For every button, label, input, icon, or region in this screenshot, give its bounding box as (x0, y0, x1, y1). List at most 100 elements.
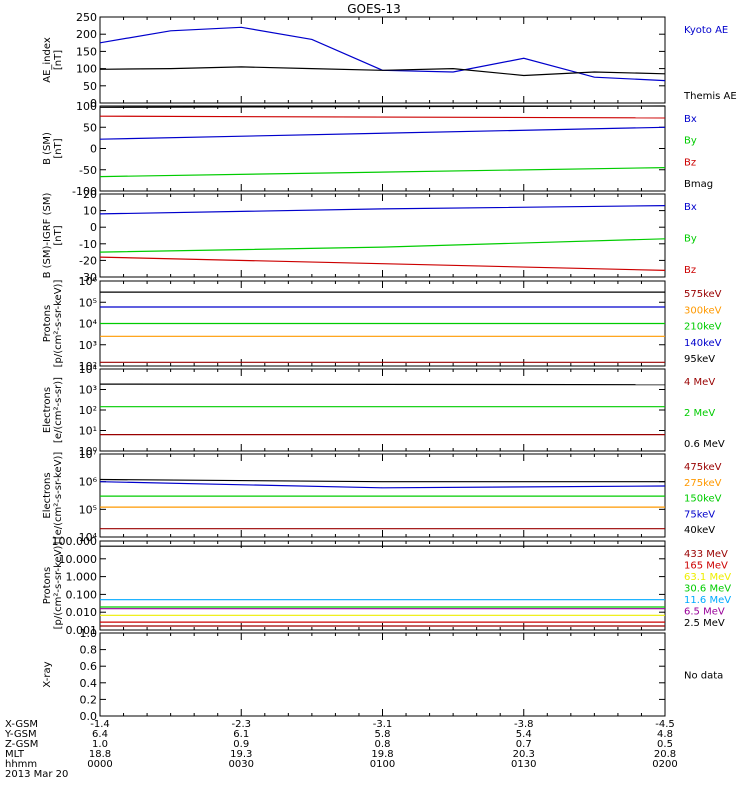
series-line-Bx (99, 205, 666, 215)
y-tick-label: 0 (90, 97, 97, 110)
y-tick-label: -20 (79, 254, 97, 267)
y-tick-label: 1.0 (80, 627, 98, 640)
y-axis-label: [nT] (53, 50, 64, 70)
series-line-Bmag (99, 105, 666, 108)
y-tick-label: 50 (83, 80, 97, 93)
panel-6: 10⁴ 10⁵ 10⁶ 10⁷ Electrons [e/(cm²-s-sr-keV)] 4… (42, 448, 722, 544)
y-tick-label: 10⁵ (79, 503, 97, 516)
y-tick-label: 10⁴ (79, 363, 98, 376)
y-tick-label: 10⁶ (79, 275, 98, 288)
orbit-footer: X-GSM -1.4 -2.3 -3.1 -3.8 -4.5 Y-GSM 6.4 6.1 5.8 5… (4, 719, 678, 770)
panel-4: 10² 10³ 10⁴ 10⁵ 10⁶ Protons [p/(cm²-s-sr-keV)]… (42, 275, 722, 373)
series-line-Bz (99, 256, 666, 271)
legend-label: Kyoto AE (684, 25, 728, 36)
footer-row-label: Y-GSM (4, 729, 37, 740)
panel-5: 10⁰ 10¹ 10² 10³ 10⁴ Electrons [e/(cm²-s-sr)] 4 … (42, 363, 725, 458)
y-tick-label: 10⁴ (79, 318, 98, 331)
y-axis-label: [p/(cm²-s-sr-keV)] (53, 280, 64, 368)
y-tick-label: 10² (79, 360, 97, 373)
footer-value: -3.1 (373, 719, 393, 730)
legend-label: 165 MeV (684, 561, 728, 572)
legend-label: 275keV (684, 478, 722, 489)
y-tick-label: 0.010 (66, 606, 98, 619)
footer-value: -1.4 (90, 719, 110, 730)
legend-label: 4 MeV (684, 377, 715, 388)
y-axis-label: [nT] (53, 138, 64, 158)
y-axis-label: X-ray (42, 661, 53, 687)
footer-value: 5.4 (516, 729, 532, 740)
footer-value: 18.8 (89, 749, 111, 760)
y-tick-label: 0.0 (80, 710, 98, 723)
y-axis-label: [nT] (53, 225, 64, 245)
y-tick-label: 10.000 (59, 553, 98, 566)
legend-label: 475keV (684, 462, 722, 473)
series-line-0.6-MeV (99, 383, 666, 386)
footer-value: -2.3 (231, 719, 251, 730)
footer-value: 0.9 (233, 739, 249, 750)
legend-label: 63.1 MeV (684, 572, 731, 583)
footer-value: 0200 (652, 759, 677, 770)
legend-label: Bx (684, 202, 697, 213)
y-tick-label: 10³ (79, 384, 97, 397)
footer-value: 19.3 (230, 749, 252, 760)
y-tick-label: 10⁵ (79, 296, 97, 309)
footer-value: 20.8 (654, 749, 676, 760)
legend-label: Bmag (684, 179, 713, 190)
series-line-By (99, 167, 666, 178)
footer-value: 19.8 (371, 749, 393, 760)
legend-label: 140keV (684, 338, 722, 349)
series-line-Bz (99, 115, 666, 119)
footer-value: 20.3 (513, 749, 535, 760)
legend-label: 95keV (684, 354, 715, 365)
legend-label: 11.6 MeV (684, 595, 731, 606)
y-tick-label: 250 (76, 11, 97, 24)
panel-1: 0 50 100 150 200 250 AE_index [nT] Kyoto AE Themi… (42, 11, 737, 110)
footer-value: 0000 (87, 759, 112, 770)
legend-label: 2 MeV (684, 408, 715, 419)
y-tick-label: 10⁷ (79, 448, 97, 461)
footer-value: -3.8 (514, 719, 534, 730)
y-tick-label: -10 (79, 238, 97, 251)
footer-value: 1.0 (92, 739, 108, 750)
y-axis-label: Electrons (42, 472, 53, 518)
footer-row-label: Z-GSM (5, 739, 38, 750)
legend-label: Themis AE (683, 91, 737, 102)
y-tick-label: 0 (90, 143, 97, 156)
y-tick-label: 0.6 (80, 660, 98, 673)
footer-value: 4.8 (657, 729, 673, 740)
legend-label: 30.6 MeV (684, 584, 731, 595)
series-line-By (99, 238, 666, 253)
y-axis-label: Electrons (42, 387, 53, 433)
y-tick-label: 10 (83, 205, 97, 218)
y-tick-label: 10⁶ (79, 476, 98, 489)
legend-label: 150keV (684, 494, 722, 505)
y-axis-label: [p/(cm²-s-sr-keV)] (53, 542, 64, 630)
footer-value: 0030 (229, 759, 254, 770)
footer-value: 5.8 (375, 729, 391, 740)
footer-value: 0100 (370, 759, 395, 770)
date-label: 2013 Mar 20 (5, 769, 68, 780)
legend-label: By (684, 136, 697, 147)
y-axis-label: [e/(cm²-s-sr-keV)] (53, 452, 64, 540)
y-tick-label: 10⁴ (79, 531, 98, 544)
legend-label: By (684, 234, 697, 245)
legend-label: 210keV (684, 322, 722, 333)
footer-value: 6.1 (233, 729, 249, 740)
panel-7: 0.001 0.010 0.100 1.000 10.000 100.000 Protons… (42, 535, 731, 637)
footer-value: 0.8 (375, 739, 391, 750)
no-data-label: No data (684, 671, 723, 682)
legend-label: 575keV (684, 289, 722, 300)
y-tick-label: 150 (76, 45, 97, 58)
y-tick-label: -30 (79, 271, 97, 284)
footer-row-label: MLT (5, 749, 25, 760)
y-tick-label: 100 (76, 100, 97, 113)
y-tick-label: 10⁰ (79, 445, 98, 458)
footer-row-label: X-GSM (5, 719, 38, 730)
y-tick-label: 0.100 (66, 588, 98, 601)
panel-frame (99, 540, 666, 631)
y-tick-label: 100.000 (52, 535, 98, 548)
y-tick-label: -50 (79, 164, 97, 177)
footer-value: -4.5 (655, 719, 675, 730)
legend-label: Bz (684, 265, 696, 276)
